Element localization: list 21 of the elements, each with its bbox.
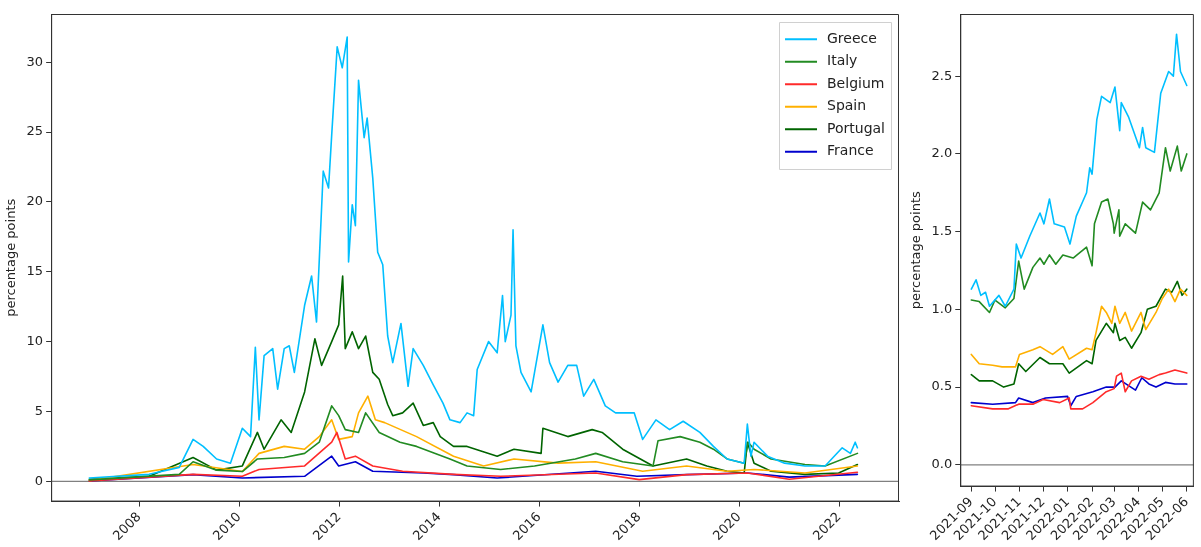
legend-label: Spain [827, 97, 867, 114]
y-tick-label: 15 [26, 263, 44, 279]
y-tick-label: 10 [26, 332, 44, 348]
y-tick-label: 25 [26, 123, 44, 139]
y-tick-label: 30 [26, 53, 44, 69]
y-tick-label: 0.5 [931, 378, 953, 394]
legend-label: Italy [827, 52, 858, 69]
y-tick-label: 2.5 [931, 67, 953, 83]
legend-label: Portugal [827, 119, 885, 136]
legend-label: Belgium [827, 74, 885, 91]
legend-label: Greece [827, 29, 877, 46]
y-tick-label: 0.0 [931, 456, 953, 472]
y-tick-label: 1.5 [931, 223, 953, 238]
y-tick-label: 1.0 [931, 300, 953, 316]
y-tick-label: 0 [34, 472, 44, 488]
y-axis-title: percentage points [3, 198, 19, 317]
legend-label: France [827, 142, 874, 159]
y-tick-label: 5 [34, 402, 44, 418]
y-tick-label: 20 [26, 193, 44, 209]
y-tick-label: 2.0 [931, 145, 953, 161]
y-axis-title: percentage points [908, 191, 924, 310]
